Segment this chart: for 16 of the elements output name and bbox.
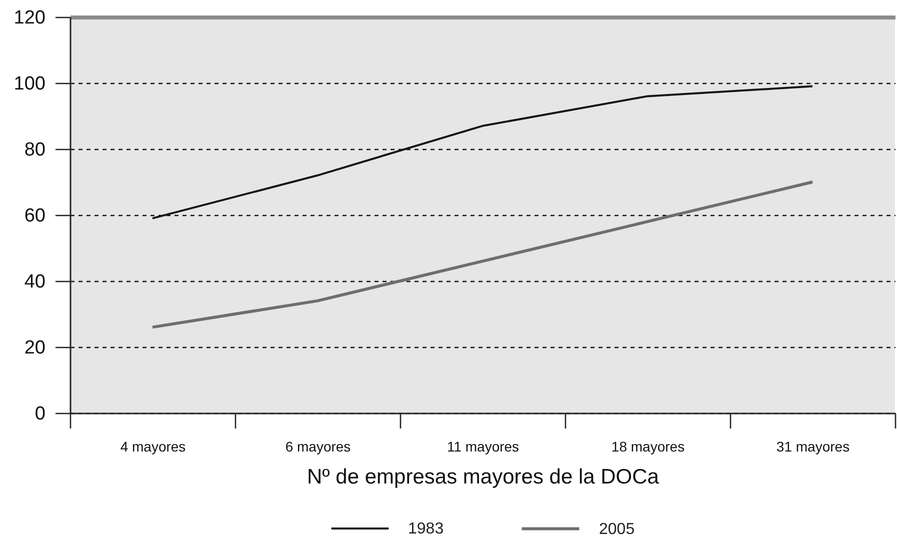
y-tick-label: 60	[24, 206, 46, 226]
y-tick-label: 120	[14, 8, 46, 28]
legend-label: 2005	[599, 520, 635, 537]
x-tick-label: 4 mayores	[120, 438, 186, 454]
x-tick-label: 11 mayores	[446, 438, 520, 454]
line-series	[151, 180, 814, 329]
x-tick-label: 6 mayores	[285, 438, 351, 454]
y-tick-label: 100	[14, 74, 46, 94]
legend-label: 1983	[408, 520, 444, 537]
y-tick-label: 80	[24, 140, 46, 160]
x-tick-label: 31 mayores	[776, 438, 850, 454]
y-tick-label: 0	[34, 404, 46, 424]
x-axis-title: Nº de empresas mayores de la DOCa	[307, 466, 660, 488]
x-tick-label: 18 mayores	[611, 438, 685, 454]
y-tick-label: 20	[24, 338, 46, 358]
y-tick-label: 40	[24, 272, 46, 292]
